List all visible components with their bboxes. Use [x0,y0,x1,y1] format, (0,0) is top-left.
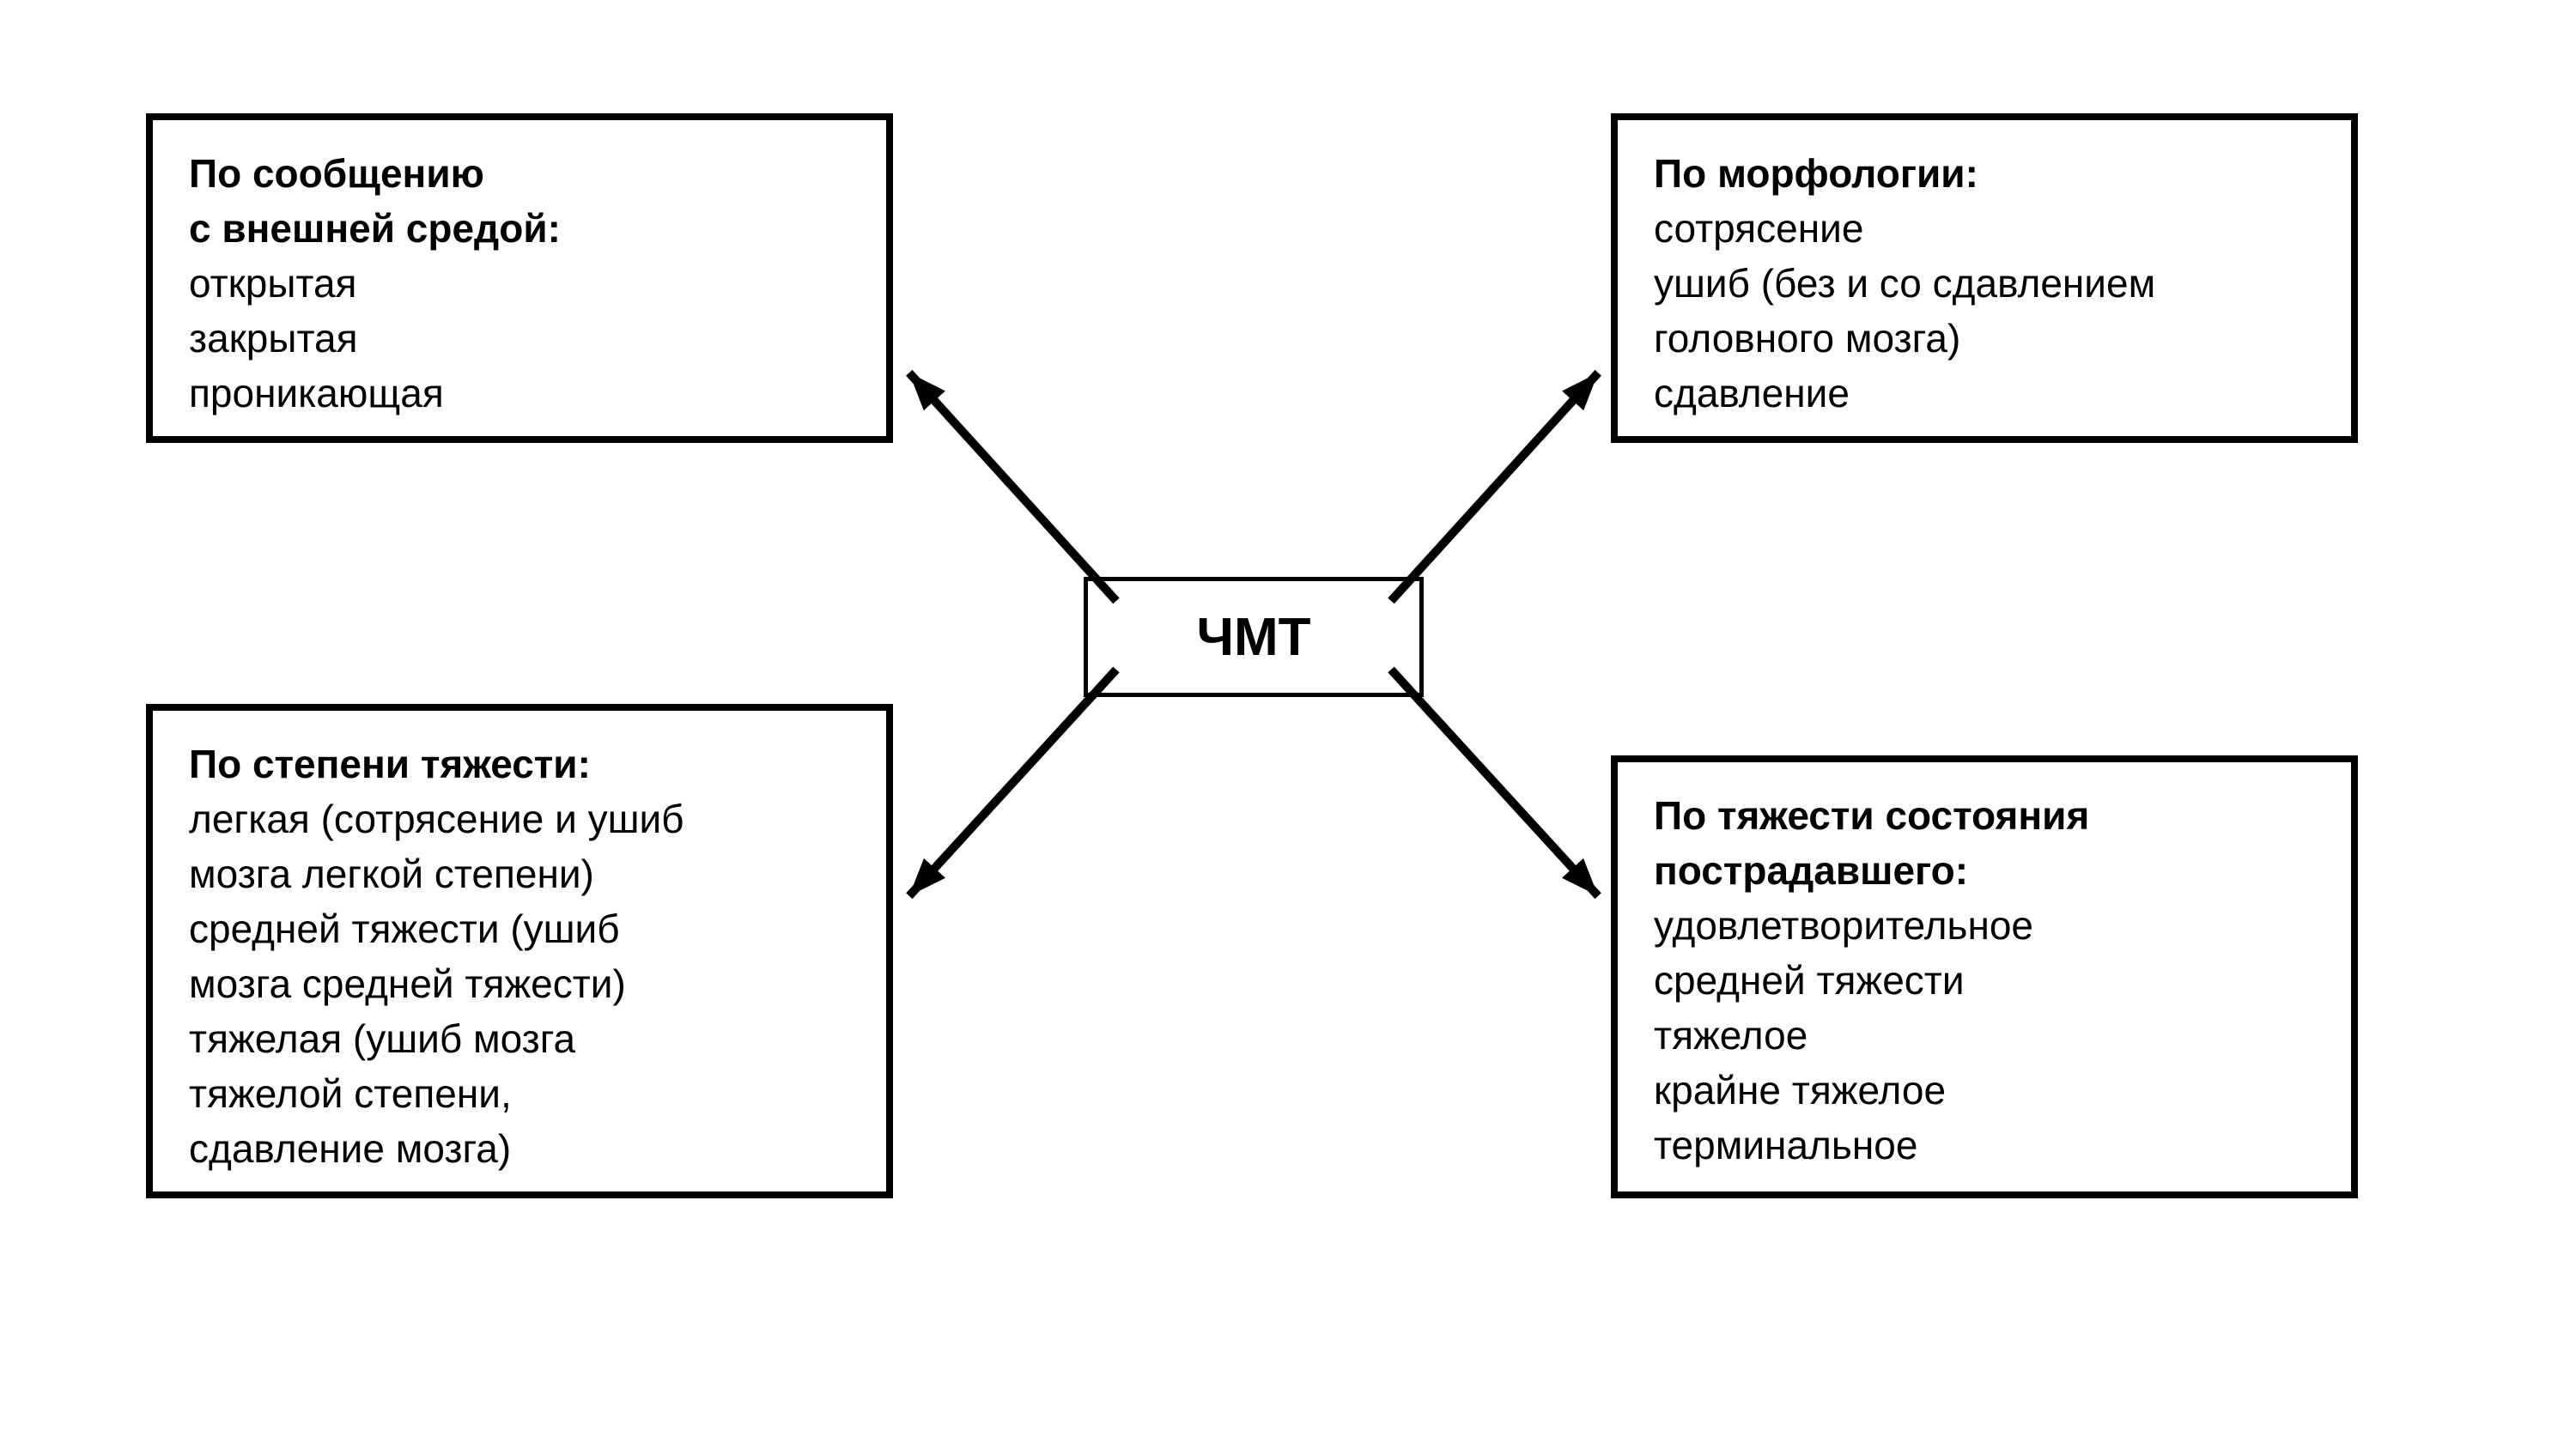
node-body-line: терминальное [1654,1118,2315,1173]
node-body-line: закрытая [189,311,850,366]
arrow-top-left [909,373,1116,601]
node-body-line: сотрясение [1654,201,2315,256]
node-body-line: тяжелой степени, [189,1066,850,1121]
node-body-line: мозга средней тяжести) [189,956,850,1011]
node-body-line: средней тяжести [1654,953,2315,1008]
node-body-line: средней тяжести (ушиб [189,901,850,956]
node-title-line: По сообщению [189,146,850,201]
node-body-line: ушиб (без и со сдавлением [1654,256,2315,311]
node-body-line: крайне тяжелое [1654,1063,2315,1118]
diagram-canvas: ЧМТ По сообщениюс внешней средой:открыта… [0,0,2576,1449]
node-body-line: тяжелое [1654,1008,2315,1063]
node-body-line: головного мозга) [1654,311,2315,366]
node-title-line: пострадавшего: [1654,843,2315,898]
arrow-bottom-right [1391,670,1598,896]
node-body-line: легкая (сотрясение и ушиб [189,791,850,846]
node-title-line: По морфологии: [1654,146,2315,201]
node-body-line: сдавление мозга) [189,1121,850,1176]
node-title-line: с внешней средой: [189,201,850,256]
node-bottom-right: По тяжести состоянияпострадавшего:удовле… [1611,755,2358,1198]
node-body-line: мозга легкой степени) [189,846,850,901]
node-body-line: открытая [189,256,850,311]
node-title-line: По тяжести состояния [1654,788,2315,843]
node-body-line: проникающая [189,366,850,421]
node-bottom-left: По степени тяжести:легкая (сотрясение и … [146,704,893,1198]
node-top-right: По морфологии:сотрясениеушиб (без и со с… [1611,113,2358,443]
node-body-line: удовлетворительное [1654,898,2315,953]
center-node: ЧМТ [1084,577,1424,697]
node-top-left: По сообщениюс внешней средой:открытаязак… [146,113,893,443]
center-node-label: ЧМТ [1196,607,1310,668]
arrow-bottom-left [909,670,1116,896]
node-body-line: сдавление [1654,366,2315,421]
node-title-line: По степени тяжести: [189,737,850,791]
node-body-line: тяжелая (ушиб мозга [189,1011,850,1066]
arrow-top-right [1391,373,1598,601]
